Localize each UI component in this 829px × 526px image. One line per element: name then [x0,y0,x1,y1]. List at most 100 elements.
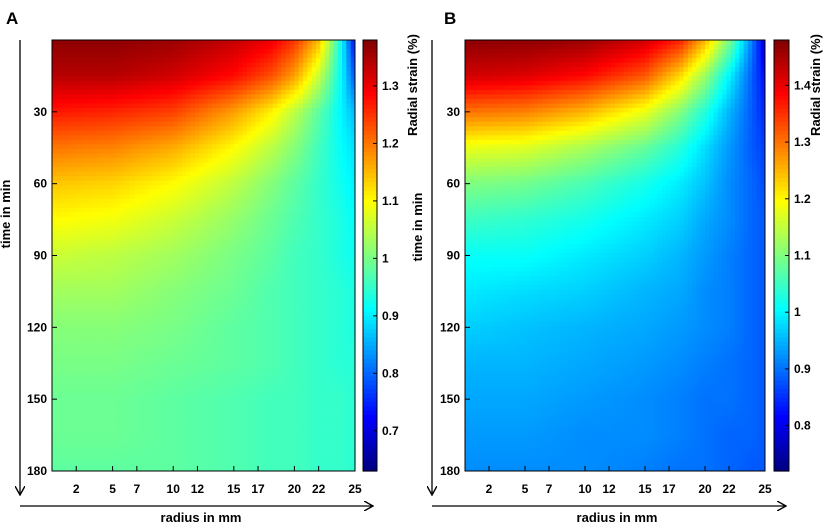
heatmap-cell [233,198,239,204]
heatmap-cell [251,112,257,118]
heatmap-cell [290,343,295,350]
heatmap-cell [160,253,166,259]
heatmap-cell [277,167,283,173]
heatmap-cell [77,325,83,331]
heatmap-cell [251,121,257,127]
heatmap-cell [337,244,343,250]
heatmap-cell [112,334,118,341]
heatmap-cell [320,171,326,177]
heatmap-cell [333,239,339,245]
heatmap-cell [298,230,304,236]
heatmap-cell [324,44,330,50]
heatmap-cell [190,216,196,223]
heatmap-cell [268,348,274,354]
heatmap-cell [285,207,291,213]
heatmap-cell [52,130,57,136]
heatmap-cell [142,303,148,309]
heatmap-cell [186,316,192,322]
heatmap-cell [303,176,308,182]
heatmap-cell [52,307,57,313]
heatmap-cell [259,171,265,177]
heatmap-cell [264,266,270,272]
heatmap-cell [255,207,261,213]
heatmap-cell [155,203,161,209]
heatmap-cell [69,334,75,341]
heatmap-cell [251,207,257,213]
heatmap-cell [95,330,101,336]
heatmap-cell [346,153,352,159]
heatmap-cell [264,289,270,295]
heatmap-cell [329,244,334,250]
heatmap-cell [329,162,334,168]
heatmap-cell [82,103,88,109]
heatmap-cell [238,203,244,209]
heatmap-cell [285,307,291,313]
heatmap-cell [190,71,196,77]
heatmap-cell [346,189,352,195]
heatmap-cell [95,275,101,282]
heatmap-cell [303,144,308,150]
heatmap-cell [155,343,161,350]
heatmap-cell [294,248,300,254]
heatmap-cell [303,298,308,304]
heatmap-cell [246,103,252,109]
heatmap-cell [207,353,213,359]
heatmap-cell [281,121,287,127]
heatmap-cell [233,325,239,331]
heatmap-cell [103,339,109,345]
heatmap-cell [77,49,83,55]
heatmap-cell [82,235,88,241]
heatmap-cell [177,226,183,232]
heatmap-cell [242,139,248,145]
heatmap-cell [138,321,144,327]
heatmap-cell [290,216,295,223]
heatmap-cell [108,266,114,272]
heatmap-cell [129,262,135,268]
heatmap-cell [77,284,83,291]
heatmap-cell [155,44,161,50]
heatmap-cell [294,271,300,277]
heatmap-cell [103,189,109,195]
heatmap-cell [52,343,57,350]
heatmap-cell [333,216,339,223]
heatmap-cell [320,40,326,46]
heatmap-cell [103,67,109,73]
heatmap-cell [324,71,330,77]
heatmap-cell [285,280,291,286]
heatmap-cell [277,194,283,200]
heatmap-cell [225,157,231,164]
heatmap-cell [138,189,144,195]
heatmap-cell [73,357,79,363]
heatmap-cell [285,303,291,309]
heatmap-cell [220,98,226,105]
heatmap-cell [212,103,218,109]
heatmap-cell [116,117,122,123]
heatmap-cell [69,58,75,64]
heatmap-cell [229,325,235,331]
heatmap-cell [160,312,166,318]
heatmap-cell [190,117,196,123]
heatmap-cell [255,71,261,77]
heatmap-cell [164,103,170,109]
heatmap-cell [142,353,148,359]
heatmap-cell [255,62,261,68]
heatmap-cell [220,153,226,159]
heatmap-cell [251,321,257,327]
heatmap-cell [103,289,109,295]
heatmap-cell [56,298,62,304]
heatmap-cell [294,330,300,336]
heatmap-cell [190,144,196,150]
heatmap-cell [233,71,239,77]
heatmap-cell [246,144,252,150]
heatmap-cell [147,248,153,254]
heatmap-cell [342,98,347,105]
heatmap-cell [103,357,109,363]
heatmap-cell [103,153,109,159]
heatmap-cell [69,262,75,268]
heatmap-cell [259,67,265,73]
heatmap-cell [285,198,291,204]
heatmap-cell [268,144,274,150]
heatmap-cell [164,94,170,100]
heatmap-cell [281,235,287,241]
heatmap-cell [142,94,148,100]
